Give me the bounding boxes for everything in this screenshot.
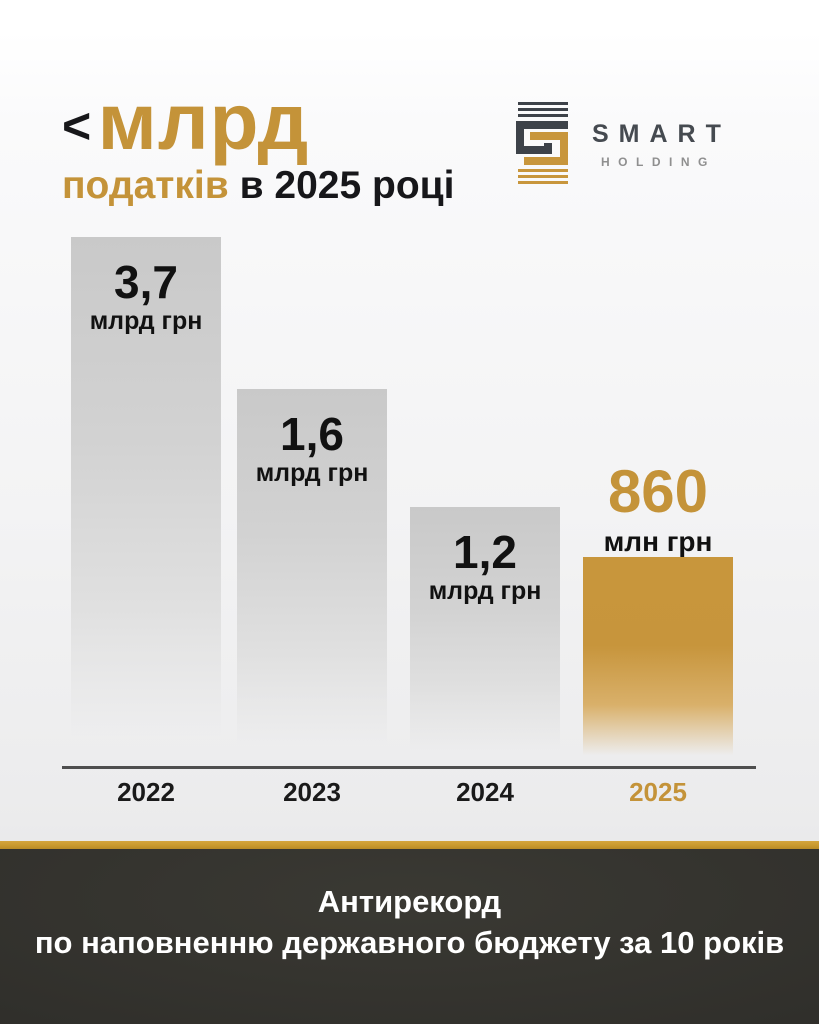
year-label-2025: 2025 bbox=[629, 777, 687, 807]
bottom-banner: Антирекорд по наповненню державного бюдж… bbox=[0, 849, 819, 1024]
banner-line-2: по наповненню державного бюджету за 10 р… bbox=[34, 924, 785, 960]
bar-2025-unit: млн грн bbox=[603, 526, 713, 557]
bar-2024-value: 1,2 bbox=[453, 526, 517, 578]
logo-text: SMART HOLDING bbox=[592, 120, 731, 169]
bar-2024-label: 1,2 млрд грн bbox=[410, 507, 560, 604]
title-word-mlrd: млрд bbox=[97, 77, 310, 166]
smart-holding-logo-icon bbox=[516, 102, 568, 184]
x-axis-line bbox=[62, 766, 756, 769]
title-line-2: податків в 2025 році bbox=[62, 164, 455, 207]
smart-holding-logo: SMART HOLDING bbox=[516, 102, 731, 184]
banner-line-1: Антирекорд bbox=[317, 884, 502, 919]
bar-2025-highlight bbox=[583, 557, 733, 768]
page-title: < млрд податків в 2025 році bbox=[62, 82, 454, 207]
bar-2023-unit: млрд грн bbox=[255, 459, 369, 487]
bar-2022-value: 3,7 bbox=[114, 256, 178, 308]
bar-2023: 1,6 млрд грн bbox=[237, 389, 387, 768]
logo-brand-name: SMART bbox=[592, 120, 731, 148]
year-label-2024: 2024 bbox=[456, 777, 514, 807]
bar-2024: 1,2 млрд грн bbox=[410, 507, 560, 768]
bar-2022-unit: млрд грн bbox=[89, 307, 203, 335]
bar-2022: 3,7 млрд грн bbox=[71, 237, 221, 768]
bar-2025-label: 860 млн грн bbox=[583, 462, 733, 556]
logo-brand-subname: HOLDING bbox=[601, 155, 716, 169]
bar-2022-label: 3,7 млрд грн bbox=[71, 237, 221, 334]
title-word-podatkiv: податків bbox=[62, 164, 229, 207]
title-line-1: < млрд bbox=[62, 82, 454, 162]
year-label-2022: 2022 bbox=[117, 777, 175, 807]
gold-accent-strip bbox=[0, 841, 819, 849]
title-word-year: в 2025 році bbox=[239, 164, 455, 207]
less-than-symbol: < bbox=[62, 98, 94, 154]
banner-text: Антирекорд по наповненню державного бюдж… bbox=[0, 849, 819, 964]
year-label-2023: 2023 bbox=[283, 777, 341, 807]
bar-2023-label: 1,6 млрд грн bbox=[237, 389, 387, 486]
bar-2023-value: 1,6 bbox=[280, 408, 344, 460]
bar-2025-value: 860 bbox=[607, 458, 709, 525]
bar-2024-unit: млрд грн bbox=[428, 577, 542, 605]
